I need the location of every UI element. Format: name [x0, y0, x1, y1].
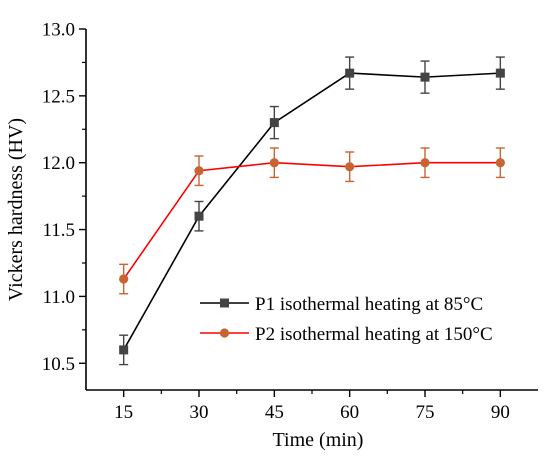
- x-tick-label: 45: [265, 402, 284, 423]
- axes: 10.5 11.0 11.5 12.0 12.5 13.0 15 30 45 60 75 90: [42, 20, 538, 423]
- data-point: [420, 158, 430, 168]
- data-point: [495, 68, 505, 78]
- data-point: [345, 162, 355, 172]
- series-line: [122, 72, 501, 351]
- y-tick-label: 13.0: [42, 20, 75, 41]
- legend-marker: [219, 328, 230, 338]
- series-line: [123, 161, 501, 280]
- data-point: [119, 274, 129, 284]
- legend-item-2: P2 isothermal heating at 150°C: [200, 324, 493, 345]
- legend: P1 isothermal heating at 85°C P2 isotherm…: [200, 294, 493, 345]
- x-tick-label: 75: [416, 402, 435, 423]
- x-tick-label: 90: [491, 402, 510, 423]
- data-point: [194, 166, 204, 176]
- x-tick-label: 15: [114, 402, 133, 423]
- data-point: [269, 118, 279, 128]
- legend-label: P2 isothermal heating at 150°C: [255, 324, 493, 345]
- y-tick-label: 12.0: [42, 153, 75, 174]
- data-point: [420, 72, 430, 82]
- series-1: [119, 56, 505, 366]
- data-point: [495, 158, 505, 168]
- legend-label: P1 isothermal heating at 85°C: [255, 294, 483, 315]
- y-tick-label: 10.5: [42, 354, 75, 375]
- y-tick-label: 11.0: [42, 287, 75, 308]
- x-tick-label: 30: [190, 402, 209, 423]
- data-point: [194, 211, 204, 221]
- y-axis-label: Vickers hardness (HV): [5, 118, 27, 301]
- y-tick-label: 12.5: [42, 86, 75, 107]
- legend-item-1: P1 isothermal heating at 85°C: [200, 294, 483, 315]
- x-axis-label: Time (min): [273, 429, 364, 451]
- series-layer: [119, 56, 505, 366]
- legend-marker: [220, 298, 229, 308]
- data-point: [269, 158, 279, 168]
- data-point: [345, 68, 355, 78]
- y-tick-label: 11.5: [42, 220, 75, 241]
- data-point: [119, 345, 129, 355]
- x-tick-label: 60: [340, 402, 359, 423]
- series-2: [119, 147, 505, 295]
